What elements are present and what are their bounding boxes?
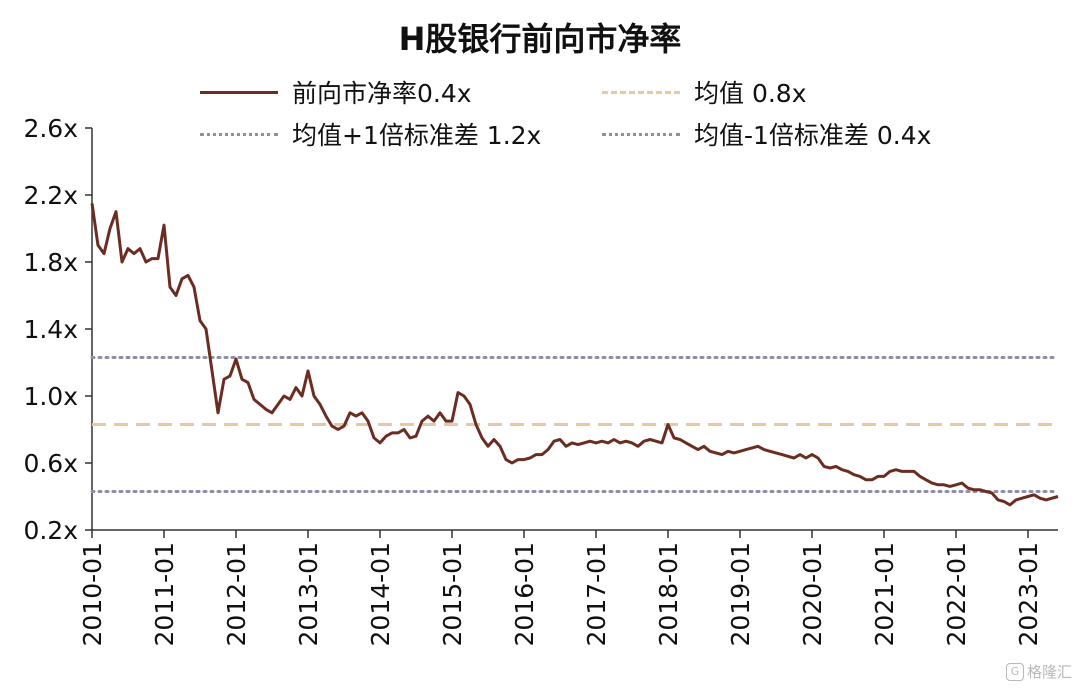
legend-item-lower: 均值-1倍标准差 0.4x	[602, 116, 931, 152]
legend-label-lower: 均值-1倍标准差 0.4x	[694, 121, 932, 150]
legend-item-upper: 均值+1倍标准差 1.2x	[200, 116, 541, 152]
watermark-text: 格隆汇	[1026, 663, 1072, 681]
x-tick-label: 2019-01	[726, 542, 755, 646]
legend-label-mean: 均值 0.8x	[694, 79, 807, 108]
y-tick-label: 1.4x	[23, 315, 78, 344]
chart-title: H股银行前向市净率	[398, 20, 682, 58]
legend-swatch-lower	[602, 132, 680, 136]
legend: 前向市净率0.4x 均值 0.8x 均值+1倍标准差 1.2x 均值-1倍标准差…	[0, 66, 1080, 156]
y-tick-label: 1.8x	[23, 248, 78, 277]
y-tick-label: 2.2x	[23, 181, 78, 210]
legend-label-upper: 均值+1倍标准差 1.2x	[292, 121, 542, 150]
x-tick-label: 2020-01	[798, 542, 827, 646]
y-tick-label: 1.0x	[23, 382, 78, 411]
x-tick-label: 2022-01	[942, 542, 971, 646]
legend-label-pb: 前向市净率0.4x	[292, 79, 472, 108]
x-tick-label: 2011-01	[150, 542, 179, 646]
x-tick-label: 2014-01	[366, 542, 395, 646]
x-tick-label: 2018-01	[654, 542, 683, 646]
x-tick-label: 2017-01	[582, 542, 611, 646]
watermark: G 格隆汇	[1005, 661, 1072, 682]
series-line-pb	[90, 203, 1059, 507]
x-tick-label: 2023-01	[1014, 542, 1043, 646]
x-tick-label: 2016-01	[510, 542, 539, 646]
x-tick-label: 2010-01	[78, 542, 107, 646]
y-tick-label: 2.6x	[23, 114, 78, 143]
x-tick-label: 2015-01	[438, 542, 467, 646]
legend-item-pb: 前向市净率0.4x	[200, 74, 472, 110]
y-tick-label: 0.2x	[23, 516, 78, 545]
x-tick-label: 2013-01	[294, 542, 323, 646]
y-tick-label: 0.6x	[23, 449, 78, 478]
x-tick-label: 2021-01	[870, 542, 899, 646]
legend-item-mean: 均值 0.8x	[602, 74, 807, 110]
watermark-logo-icon: G	[1005, 662, 1024, 681]
legend-swatch-mean	[602, 90, 680, 94]
x-tick-label: 2012-01	[222, 542, 251, 646]
legend-swatch-upper	[200, 132, 278, 136]
legend-swatch-pb	[200, 90, 278, 94]
